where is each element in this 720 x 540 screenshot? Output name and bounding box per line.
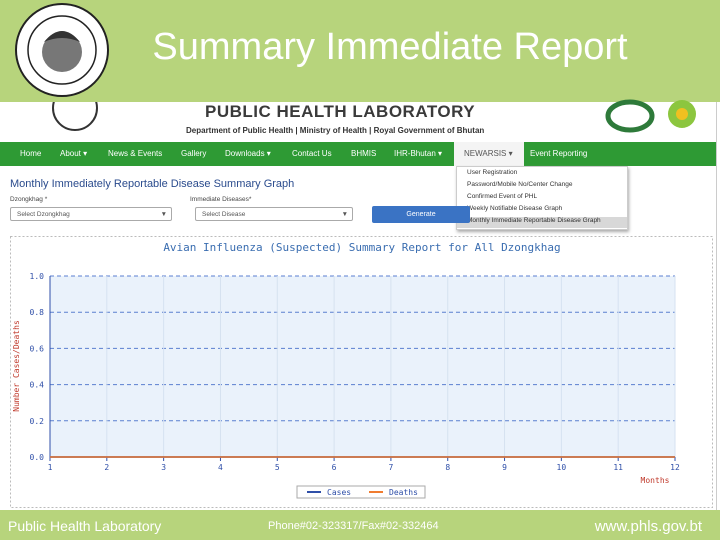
emblem [15, 3, 109, 97]
x-tick-label: 6 [332, 463, 337, 472]
legend-label: Cases [327, 488, 351, 497]
nav-item[interactable]: BHMIS [351, 149, 377, 158]
footer-band: Public Health Laboratory Phone#02-323317… [0, 510, 720, 540]
site-subtitle: Department of Public Health | Ministry o… [186, 126, 485, 135]
x-tick-label: 3 [161, 463, 166, 472]
nav-bar [0, 142, 716, 166]
field-label: Immediate Diseases* [190, 196, 252, 203]
x-tick-label: 4 [218, 463, 223, 472]
generate-button[interactable]: Generate [372, 206, 470, 223]
disease-select[interactable]: Select Disease ▼ [195, 207, 353, 221]
slide-title: Summary Immediate Report [152, 26, 628, 68]
x-tick-label: 12 [670, 463, 680, 472]
caret: ▾ [506, 149, 513, 158]
field-label: Dzongkhag * [10, 196, 48, 203]
select-arrow: ▼ [160, 211, 167, 218]
site-emblem [605, 99, 696, 133]
dropdown-item[interactable]: User Registration [467, 169, 518, 176]
x-tick-label: 11 [613, 463, 623, 472]
y-tick-label: 0.2 [30, 417, 45, 426]
y-tick-label: 0.4 [30, 381, 45, 390]
caret: ▾ [435, 149, 443, 158]
footer-center: Phone#02-323317/Fax#02-332464 [268, 520, 439, 532]
nav-item[interactable]: IHR-Bhutan ▾ [394, 149, 443, 158]
footer-left: Public Health Laboratory [8, 518, 162, 534]
select-arrow: ▼ [341, 211, 348, 218]
header-band: Summary Immediate Report [0, 0, 720, 102]
y-tick-label: 0.8 [30, 308, 45, 317]
chart-title: Avian Influenza (Suspected) Summary Repo… [163, 241, 560, 254]
caret: ▾ [80, 149, 88, 158]
y-tick-label: 0.6 [30, 344, 45, 353]
x-tick-label: 9 [502, 463, 507, 472]
nav-item[interactable]: Gallery [181, 149, 207, 158]
legend-label: Deaths [389, 488, 418, 497]
x-axis-label: Months [641, 476, 670, 485]
dropdown-item[interactable]: Confirmed Event of PHL [467, 193, 538, 200]
x-tick-label: 7 [388, 463, 393, 472]
nav-item[interactable]: News & Events [108, 149, 163, 158]
dzongkhag-select[interactable]: Select Dzongkhag ▼ [10, 207, 172, 221]
form-title: Monthly Immediately Reportable Disease S… [10, 178, 295, 190]
x-tick-label: 2 [104, 463, 109, 472]
y-axis-label: Number Cases/Deaths [12, 320, 21, 412]
y-tick-label: 0.0 [30, 453, 45, 462]
site-name: PUBLIC HEALTH LABORATORY [205, 102, 476, 121]
nav-item[interactable]: Event Reporting [530, 149, 588, 158]
x-tick-label: 10 [557, 463, 567, 472]
x-tick-label: 5 [275, 463, 280, 472]
dropdown-menu: User Registration Password/Mobile No/Cent… [456, 166, 628, 230]
legend [296, 485, 426, 499]
x-tick-label: 1 [48, 463, 53, 472]
nav-item[interactable]: NEWARSIS ▾ [464, 149, 513, 158]
caret: ▾ [264, 149, 271, 158]
dropdown-item[interactable]: Monthly Immediate Reportable Disease Gra… [467, 217, 601, 224]
footer-right: www.phls.gov.bt [594, 518, 702, 535]
select-text: Select Dzongkhag [17, 211, 70, 218]
select-text: Select Disease [202, 211, 246, 218]
chart: Avian Influenza (Suspected) Summary Repo… [10, 236, 713, 508]
nav-item[interactable]: Contact Us [292, 149, 332, 158]
plot-area [50, 276, 675, 457]
x-tick-label: 8 [445, 463, 450, 472]
nav-active-tab [454, 142, 524, 166]
y-tick-label: 1.0 [30, 272, 45, 281]
nav-item[interactable]: Downloads ▾ [225, 149, 271, 158]
nav-item[interactable]: Home [20, 149, 42, 158]
site-logo [52, 102, 98, 131]
dropdown-item[interactable]: Weekly Notifiable Disease Graph [467, 205, 563, 212]
nav-item[interactable]: About ▾ [60, 149, 88, 158]
dropdown-item[interactable]: Password/Mobile No/Center Change [467, 181, 573, 188]
dropdown-highlight [457, 217, 627, 228]
